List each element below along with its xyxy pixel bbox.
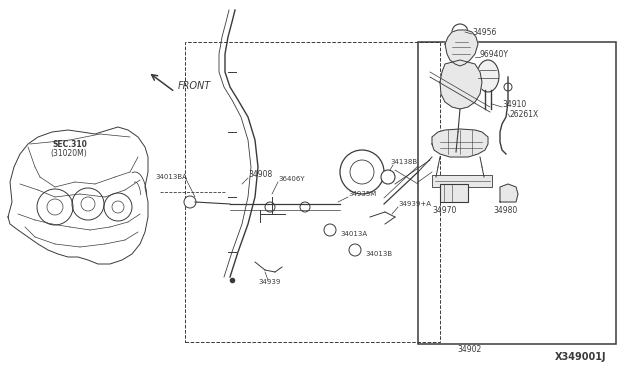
Text: 96940Y: 96940Y — [480, 49, 509, 58]
Text: X349001J: X349001J — [555, 352, 607, 362]
Text: 26261X: 26261X — [510, 109, 540, 119]
Text: 34939: 34939 — [258, 279, 280, 285]
Ellipse shape — [477, 60, 499, 92]
Text: 34138B: 34138B — [390, 159, 417, 165]
Text: SEC.310: SEC.310 — [52, 140, 87, 148]
Circle shape — [349, 244, 361, 256]
Text: 34956: 34956 — [472, 28, 497, 36]
Circle shape — [300, 202, 310, 212]
Text: 34910: 34910 — [502, 99, 526, 109]
Circle shape — [184, 196, 196, 208]
Text: FRONT: FRONT — [178, 81, 211, 91]
Bar — [418, 42, 616, 344]
Text: 34013A: 34013A — [340, 231, 367, 237]
Polygon shape — [445, 30, 478, 66]
Text: (31020M): (31020M) — [50, 148, 87, 157]
Text: 34013BA: 34013BA — [155, 174, 187, 180]
Circle shape — [265, 202, 275, 212]
Text: 34908: 34908 — [248, 170, 272, 179]
Bar — [440, 184, 468, 202]
Circle shape — [452, 24, 468, 40]
Text: 36406Y: 36406Y — [278, 176, 305, 182]
Text: 34980: 34980 — [494, 205, 518, 215]
Text: 34902: 34902 — [458, 346, 482, 355]
Circle shape — [324, 224, 336, 236]
Polygon shape — [500, 184, 518, 202]
Bar — [432, 175, 492, 187]
Bar — [185, 42, 440, 342]
Text: 34013B: 34013B — [365, 251, 392, 257]
Circle shape — [381, 170, 395, 184]
Text: 34935M: 34935M — [348, 191, 376, 197]
Polygon shape — [432, 129, 488, 157]
Circle shape — [504, 83, 512, 91]
Text: 34970: 34970 — [433, 205, 457, 215]
Polygon shape — [440, 60, 482, 109]
Text: 34939+A: 34939+A — [398, 201, 431, 207]
